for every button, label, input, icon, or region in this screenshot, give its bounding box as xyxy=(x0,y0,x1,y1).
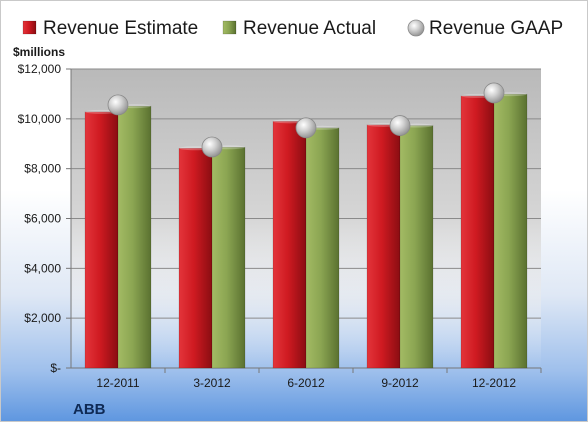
marker-revenue-gaap xyxy=(107,94,129,116)
bar-revenue-estimate xyxy=(460,95,495,369)
legend-label: Revenue Actual xyxy=(243,18,376,39)
bar-revenue-actual xyxy=(211,146,246,369)
legend-label: Revenue GAAP xyxy=(429,18,563,39)
legend-swatch-revenue-estimate xyxy=(22,20,37,35)
y-tick-label: $2,000 xyxy=(24,311,61,325)
x-tick-label: 9-2012 xyxy=(381,376,419,390)
unit-label: $millions xyxy=(13,45,65,59)
y-tick-label: $10,000 xyxy=(18,112,62,126)
marker-revenue-gaap xyxy=(483,82,505,104)
bar-revenue-estimate xyxy=(272,121,307,369)
gaap-markers xyxy=(107,82,505,158)
bar-revenue-actual xyxy=(493,93,528,369)
legend-swatch-revenue-gaap xyxy=(407,19,425,37)
bar-revenue-estimate xyxy=(84,111,119,369)
x-tick-label: 12-2011 xyxy=(96,376,139,390)
legend-swatch-revenue-actual xyxy=(222,20,237,35)
bar-revenue-estimate xyxy=(366,124,401,369)
y-tick-label: $12,000 xyxy=(18,62,62,76)
company-label: ABB xyxy=(73,401,106,418)
legend: Revenue Estimate Revenue Actual Revenue GA… xyxy=(22,18,563,39)
y-tick-label: $6,000 xyxy=(24,212,61,226)
bar-revenue-actual xyxy=(399,125,434,369)
bars xyxy=(84,92,528,369)
x-tick-label: 12-2012 xyxy=(472,376,516,390)
legend-label: Revenue Estimate xyxy=(43,18,198,39)
marker-revenue-gaap xyxy=(201,136,223,158)
y-axis: $- $2,000 $4,000 $6,000 $8,000 $10,000 $12,000 xyxy=(18,62,72,375)
bar-revenue-estimate xyxy=(178,147,213,369)
marker-revenue-gaap xyxy=(295,117,317,139)
y-tick-label: $- xyxy=(50,361,61,375)
bar-revenue-actual xyxy=(305,127,340,369)
y-tick-label: $8,000 xyxy=(24,162,61,176)
x-tick-label: 3-2012 xyxy=(193,376,231,390)
marker-revenue-gaap xyxy=(389,115,411,136)
x-axis: 12-2011 3-2012 6-2012 9-2012 12-2012 xyxy=(96,368,542,390)
y-tick-label: $4,000 xyxy=(24,261,61,275)
x-tick-label: 6-2012 xyxy=(287,376,325,390)
bar-revenue-actual xyxy=(117,105,152,369)
